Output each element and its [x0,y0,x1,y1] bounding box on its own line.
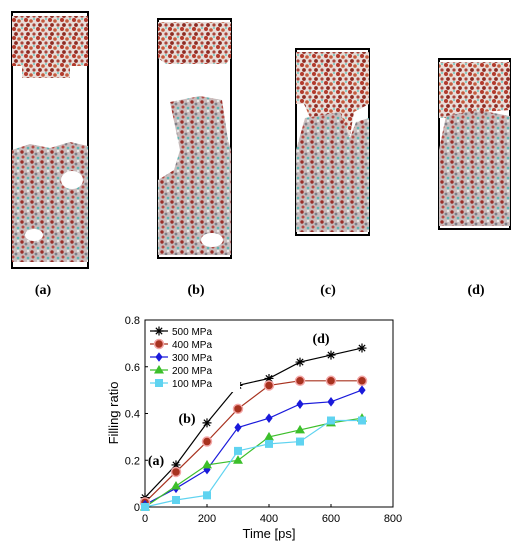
data-point-100-mpa [234,446,242,455]
void [201,233,223,247]
legend-label: 200 MPa [172,366,212,377]
x-tick-label: 200 [198,513,216,525]
data-point-500-mpa [295,357,305,367]
void [61,171,83,189]
legend-item-400-mpa: 400 MPa [150,338,212,351]
data-point-200-mpa [264,431,274,441]
data-point-100-mpa [327,416,335,425]
legend-label: 100 MPa [172,379,212,390]
data-point-400-mpa [232,403,244,415]
legend-marker [154,365,164,374]
legend: 500 MPa 400 MPa 300 MPa 200 MPa 100 MPa [148,322,240,392]
data-point-200-mpa [202,459,212,469]
data-point-200-mpa [295,424,305,434]
data-point-300-mpa [296,399,304,409]
data-point-300-mpa [234,422,242,433]
data-point-500-mpa [326,350,336,360]
box-frame [157,18,232,259]
data-point-400-mpa [201,436,213,447]
legend-label: 300 MPa [172,353,212,364]
data-point-500-mpa [171,460,181,470]
series-line-500-mpa [144,347,363,499]
y-tick-label: 0 [134,502,140,514]
solid-block [439,62,510,118]
void [25,229,43,241]
legend-marker [153,338,165,350]
snapshot-label-d: (d) [467,283,484,298]
x-tick-label: 400 [260,513,278,525]
y-tick-label: 0.6 [125,362,140,374]
data-point-100-mpa [358,416,366,425]
y-tick-label: 0.8 [125,315,140,327]
data-point-500-mpa [357,343,367,353]
data-point-500-mpa [264,373,274,383]
liquid-region [12,142,88,262]
data-point-300-mpa [358,385,366,395]
snapshot-b [157,18,232,259]
legend-marker [154,326,164,336]
liquid-region [439,110,510,226]
legend-label: 400 MPa [172,340,212,351]
data-point-100-mpa [172,495,180,504]
data-point-200-mpa [233,455,243,464]
legend-item-200-mpa: 200 MPa [150,365,212,377]
solid-block [158,22,231,64]
legend-label: 500 MPa [172,327,212,338]
series-line-300-mpa [144,389,363,506]
legend-item-100-mpa: 100 MPa [150,379,212,390]
data-point-400-mpa [294,375,306,387]
data-point-400-mpa [263,380,275,391]
y-axis-label: Filling ratio [106,382,121,445]
data-point-100-mpa [203,491,211,500]
point-annotation: (b) [178,412,195,427]
data-point-200-mpa [171,480,181,490]
snapshot-a [11,11,89,269]
liquid-region [296,112,369,232]
legend-marker [155,379,163,387]
solid-block [296,52,369,136]
point-annotation: (d) [312,332,329,347]
box-frame [11,11,89,269]
data-point-100-mpa [265,439,273,448]
solid-block [12,16,88,66]
solid-block [22,66,70,78]
data-point-400-mpa [356,375,368,387]
data-point-500-mpa [202,418,212,428]
data-point-400-mpa [170,466,182,478]
y-tick-label: 0.2 [125,455,140,467]
y-tick-label: 0.4 [125,409,140,421]
data-point-300-mpa [327,397,335,407]
data-point-300-mpa [203,464,211,475]
series-line-100-mpa [144,419,362,508]
snapshot-d [438,58,511,230]
legend-marker [155,352,163,362]
x-tick-label: 0 [142,513,148,525]
snapshot-label-b: (b) [187,283,204,298]
data-point-100-mpa [141,503,149,511]
data-point-300-mpa [265,413,273,423]
x-axis-label: Time [ps] [243,526,296,541]
point-annotation: (a) [148,454,165,469]
snapshot-label-a: (a) [35,283,52,298]
liquid-region [158,96,231,255]
x-tick-label: 800 [384,513,402,525]
data-point-400-mpa [325,375,337,387]
data-point-100-mpa [296,437,304,446]
legend-item-500-mpa: 500 MPa [150,326,212,338]
legend-item-300-mpa: 300 MPa [150,352,212,364]
snapshot-c [295,48,370,236]
x-tick-label: 600 [322,513,340,525]
snapshot-label-c: (c) [320,283,336,298]
